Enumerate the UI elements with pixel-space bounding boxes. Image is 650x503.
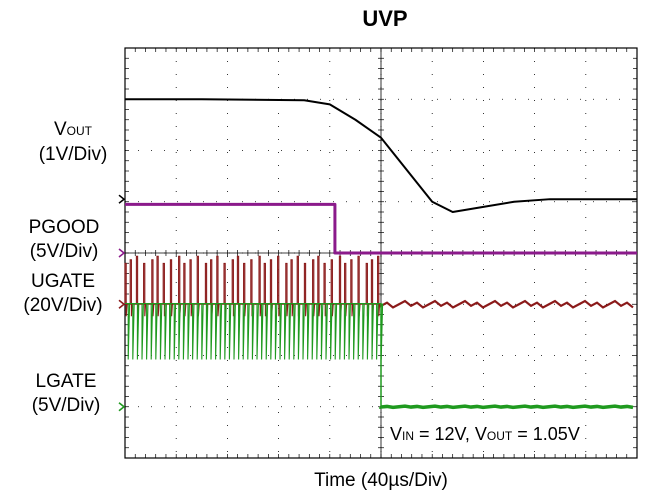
vout-channel-label: VOUT (1V/Div) xyxy=(28,118,118,167)
ugate-scale: (20V/Div) xyxy=(23,295,103,316)
x-axis-label: Time (40µs/Div) xyxy=(314,470,448,491)
lgate-channel-label: LGATE (5V/Div) xyxy=(14,370,118,418)
lgate-name: LGATE xyxy=(35,371,97,392)
vout-waveform xyxy=(125,98,637,213)
pgood-channel-label: PGOOD (5V/Div) xyxy=(10,216,118,264)
pgood-ground-marker xyxy=(118,248,126,258)
vout-ground-marker xyxy=(118,194,126,204)
lgate-waveform-off xyxy=(379,404,634,410)
pgood-waveform xyxy=(125,202,637,255)
pgood-scale: (5V/Div) xyxy=(29,241,99,262)
ugate-channel-label: UGATE (20V/Div) xyxy=(6,270,120,318)
chart-title: UVP xyxy=(362,6,408,31)
ugate-switching-waveform xyxy=(124,255,381,317)
lgate-ground-marker xyxy=(118,402,126,412)
pgood-name: PGOOD xyxy=(28,217,100,238)
vout-name: VOUT xyxy=(53,119,93,140)
lgate-switching-waveform xyxy=(125,302,384,360)
lgate-scale: (5V/Div) xyxy=(31,395,101,416)
ugate-waveform-off xyxy=(379,299,634,309)
operating-condition-annotation: VIN = 12V, VOUT = 1.05V xyxy=(390,424,580,445)
ugate-ground-marker xyxy=(118,299,126,309)
ugate-name: UGATE xyxy=(30,271,96,292)
vout-scale: (1V/Div) xyxy=(38,144,108,165)
